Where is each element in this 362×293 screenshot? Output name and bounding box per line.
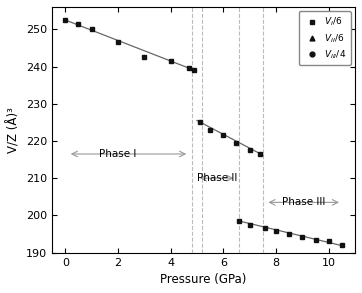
Y-axis label: V/Z (Å)³: V/Z (Å)³ bbox=[7, 107, 20, 153]
Text: Phase II: Phase II bbox=[197, 173, 237, 183]
Text: Phase III: Phase III bbox=[282, 197, 325, 207]
Legend: $V_I/6$, $V_{II}/6$, $V_{III}/4$: $V_I/6$, $V_{II}/6$, $V_{III}/4$ bbox=[299, 11, 350, 65]
X-axis label: Pressure (GPa): Pressure (GPa) bbox=[160, 273, 247, 286]
Text: Phase I: Phase I bbox=[99, 149, 136, 159]
